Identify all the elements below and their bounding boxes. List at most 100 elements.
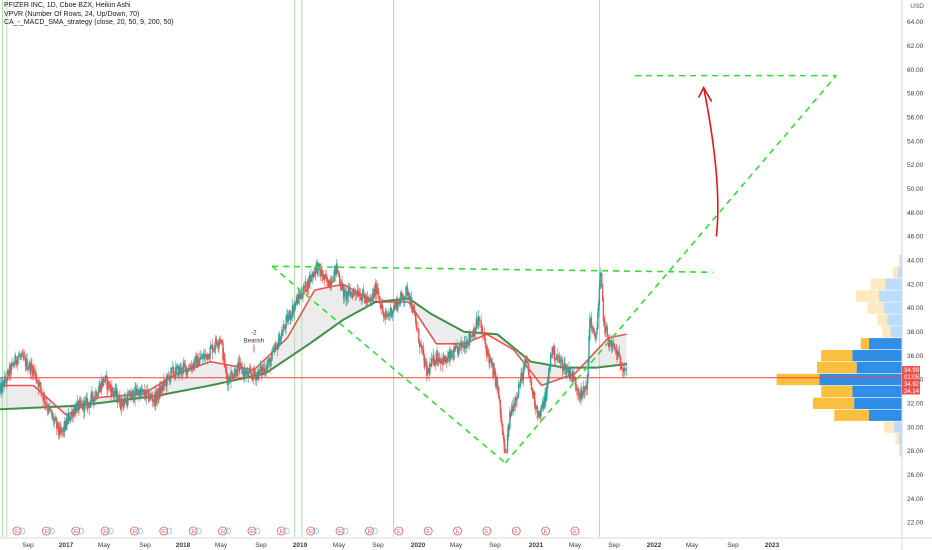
earnings-marker-letter[interactable]: E: [250, 529, 254, 535]
candle-down-body: [323, 274, 326, 280]
candle-down-body: [554, 358, 557, 360]
earnings-marker-letter[interactable]: E: [485, 529, 489, 535]
candle-up-body: [356, 290, 358, 295]
time-tick-label: 2018: [176, 542, 191, 549]
candle-down-body: [459, 343, 462, 346]
candle-up-body: [91, 391, 93, 396]
candle-down-body: [257, 372, 259, 381]
earnings-marker-letter[interactable]: E: [544, 529, 548, 535]
earnings-marker-letter[interactable]: E: [279, 529, 283, 535]
earnings-marker-letter[interactable]: E: [338, 529, 342, 535]
candle-down-body: [414, 310, 416, 316]
earnings-marker-letter[interactable]: E: [45, 529, 49, 535]
strategy-indicator-label[interactable]: CA_-_MACD_SMA_strategy (close, 20, 50, 9…: [4, 19, 174, 26]
earnings-marker: [453, 526, 462, 536]
candle-up-body: [208, 357, 211, 359]
candle-up-body: [460, 340, 462, 346]
candle-up-body: [376, 289, 378, 294]
candle-up-body: [43, 394, 45, 400]
candle-down-body: [436, 352, 438, 363]
earnings-marker-letter[interactable]: E: [368, 529, 372, 535]
candle-up-body: [362, 289, 364, 298]
candle-down-body: [618, 351, 621, 357]
vpvr-indicator-label[interactable]: VPVR (Number Of Rows, 24, Up/Down, 70): [4, 10, 140, 18]
dividend-marker: [194, 527, 202, 535]
candle-down-body: [561, 359, 563, 361]
earnings-marker-letter[interactable]: E: [133, 529, 137, 535]
candle-down-body: [417, 329, 419, 330]
candle-up-body: [147, 389, 149, 393]
candle-down-body: [64, 422, 67, 430]
earnings-marker: [159, 526, 169, 536]
candle-up-body: [549, 354, 552, 368]
candle-down-body: [321, 270, 323, 277]
earnings-marker-letter[interactable]: E: [397, 529, 401, 535]
candle-down-body: [570, 374, 573, 377]
candle-down-body: [24, 357, 26, 358]
dividend-marker: [312, 527, 320, 535]
candle-down-body: [449, 352, 451, 361]
candle-down-body: [0, 383, 3, 393]
candle-down-body: [235, 369, 237, 377]
candle-up-body: [178, 366, 180, 376]
candle-up-body: [138, 390, 140, 395]
candle-up-body: [186, 368, 188, 374]
candle-up-body: [175, 367, 178, 369]
candle-down-body: [363, 294, 366, 299]
candle-down-body: [534, 403, 537, 409]
earnings-marker-letter[interactable]: E: [15, 529, 19, 535]
candle-down-body: [130, 397, 132, 399]
time-tick-label: 2021: [529, 542, 544, 549]
candle-up-body: [306, 279, 309, 291]
candle-down-body: [143, 389, 145, 391]
earnings-marker-letter[interactable]: E: [309, 529, 313, 535]
candle-down-body: [591, 326, 593, 330]
candle-down-body: [368, 299, 370, 302]
candle-up-body: [271, 351, 273, 361]
candle-up-body: [89, 402, 92, 408]
earnings-marker-letter[interactable]: E: [426, 529, 430, 535]
candle-down-body: [529, 377, 532, 380]
symbol-title[interactable]: PFIZER INC, 1D, Cboe BZX, Heikin Ashi: [4, 2, 131, 9]
candle-down-body: [531, 388, 533, 392]
time-tick-label: Sep: [489, 542, 501, 549]
earnings-marker: [218, 526, 227, 536]
candle-down-body: [528, 369, 530, 378]
candle-down-body: [36, 380, 39, 383]
candle-down-body: [374, 290, 376, 296]
candle-up-body: [39, 382, 41, 384]
time-tick-label: 2023: [765, 542, 780, 549]
earnings-marker-letter[interactable]: E: [191, 529, 195, 535]
earnings-marker-letter[interactable]: E: [74, 529, 78, 535]
candle-up-body: [268, 358, 271, 361]
candle-down-body: [83, 401, 85, 413]
candle-up-body: [470, 335, 472, 339]
price-tick-label: 64.00: [907, 19, 924, 26]
candle-down-body: [498, 396, 501, 401]
candle-up-body: [218, 342, 220, 347]
candle-up-body: [212, 349, 215, 352]
volume-profile-up-bar: [870, 278, 886, 290]
volume-profile-down-bar: [890, 326, 902, 338]
dividend-marker: [18, 527, 26, 535]
earnings-marker-letter[interactable]: E: [103, 529, 107, 535]
earnings-marker-letter[interactable]: E: [573, 529, 577, 535]
candle-up-body: [4, 376, 6, 387]
candle-down-body: [359, 294, 362, 300]
earnings-marker-letter[interactable]: E: [514, 529, 518, 535]
candle-down-body: [187, 368, 189, 372]
candle-up-body: [204, 353, 207, 357]
candle-up-body: [549, 366, 551, 370]
earnings-marker-letter[interactable]: E: [162, 529, 166, 535]
candle-up-body: [256, 372, 259, 376]
earnings-marker-letter[interactable]: E: [221, 529, 225, 535]
candle-up-body: [605, 326, 607, 332]
candle-down-body: [177, 366, 179, 378]
candle-down-body: [172, 367, 175, 376]
dividend-marker: [371, 527, 378, 535]
earnings-marker-letter[interactable]: E: [456, 529, 460, 535]
candle-down-body: [180, 367, 183, 374]
candle-down-body: [276, 343, 279, 351]
candle-down-body: [402, 297, 405, 301]
candle-up-body: [145, 389, 147, 399]
